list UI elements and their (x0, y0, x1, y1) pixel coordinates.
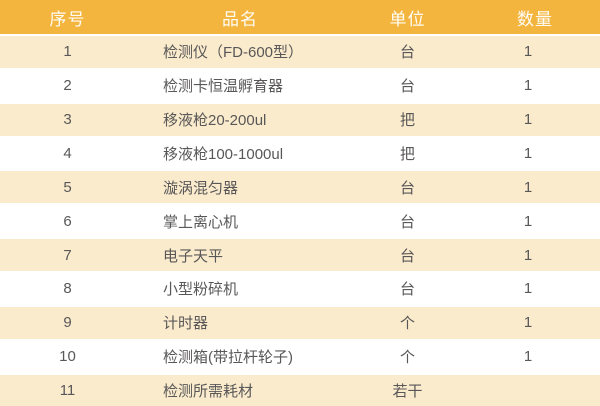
header-unit: 单位 (389, 9, 426, 29)
cell-unit: 台 (399, 179, 415, 197)
cell-qty: 1 (523, 314, 533, 332)
cell-unit: 个 (399, 315, 415, 333)
table-row: 11 检测所需耗材 若干 (0, 373, 600, 406)
cell-no: 11 (59, 381, 76, 399)
cell-no: 3 (63, 111, 72, 129)
table-row: 3 移液枪20-200ul 把 1 (0, 102, 600, 137)
cell-name: 检测仪（FD-600型） (163, 44, 304, 62)
table-row: 1 检测仪（FD-600型） 台 1 (0, 35, 600, 69)
cell-qty: 1 (523, 111, 533, 129)
cell-name: 计时器 (163, 315, 209, 333)
cell-no: 5 (63, 178, 72, 196)
header-qty: 数量 (517, 9, 553, 29)
table-row: 2 检测卡恒温孵育器 台 1 (0, 68, 600, 103)
cell-name: 检测箱(带拉杆轮子) (163, 349, 293, 367)
table-header-row: 序号 品名 单位 数量 (0, 0, 600, 35)
table-row: 8 小型粉碎机 台 1 (0, 272, 600, 306)
cell-name: 漩涡混匀器 (163, 179, 239, 197)
cell-no: 10 (59, 348, 76, 366)
cell-unit: 把 (399, 146, 415, 163)
cell-unit: 台 (399, 281, 415, 299)
cell-no: 1 (63, 43, 72, 61)
cell-qty: 1 (523, 348, 533, 366)
cell-name: 检测所需耗材 (163, 382, 254, 400)
table-row: 7 电子天平 台 1 (0, 238, 600, 273)
cell-qty: 1 (523, 77, 533, 95)
cell-unit: 若干 (392, 382, 423, 400)
cell-qty: 1 (523, 246, 533, 264)
table-row: 5 漩涡混匀器 台 1 (0, 170, 600, 205)
cell-unit: 台 (399, 213, 415, 231)
cell-qty (470, 374, 600, 406)
cell-qty: 1 (523, 145, 533, 162)
cell-qty: 1 (523, 280, 533, 298)
cell-qty: 1 (523, 212, 533, 230)
cell-name: 检测卡恒温孵育器 (163, 78, 284, 96)
cell-no: 8 (63, 280, 72, 298)
cell-name: 掌上离心机 (163, 213, 239, 231)
header-no: 序号 (49, 9, 86, 29)
header-name: 品名 (222, 9, 258, 29)
cell-qty: 1 (523, 43, 533, 61)
cell-no: 7 (63, 246, 72, 264)
cell-name: 移液枪100-1000ul (163, 146, 284, 163)
cell-name: 移液枪20-200ul (163, 112, 267, 130)
cell-no: 2 (63, 77, 72, 95)
cell-no: 4 (63, 145, 72, 162)
cell-qty: 1 (523, 178, 533, 196)
table-row: 4 移液枪100-1000ul 把 1 (0, 136, 600, 171)
table-row: 9 计时器 个 1 (0, 305, 600, 340)
cell-unit: 把 (399, 112, 415, 130)
cell-unit: 台 (399, 247, 415, 265)
cell-name: 小型粉碎机 (163, 281, 239, 299)
cell-no: 6 (63, 212, 72, 230)
cell-unit: 台 (399, 44, 415, 62)
cell-unit: 台 (399, 78, 415, 96)
cell-no: 9 (63, 314, 72, 332)
cell-name: 电子天平 (163, 247, 224, 265)
table-row: 10 检测箱(带拉杆轮子) 个 1 (0, 339, 600, 374)
cell-unit: 个 (399, 349, 415, 367)
table-row: 6 掌上离心机 台 1 (0, 204, 600, 239)
